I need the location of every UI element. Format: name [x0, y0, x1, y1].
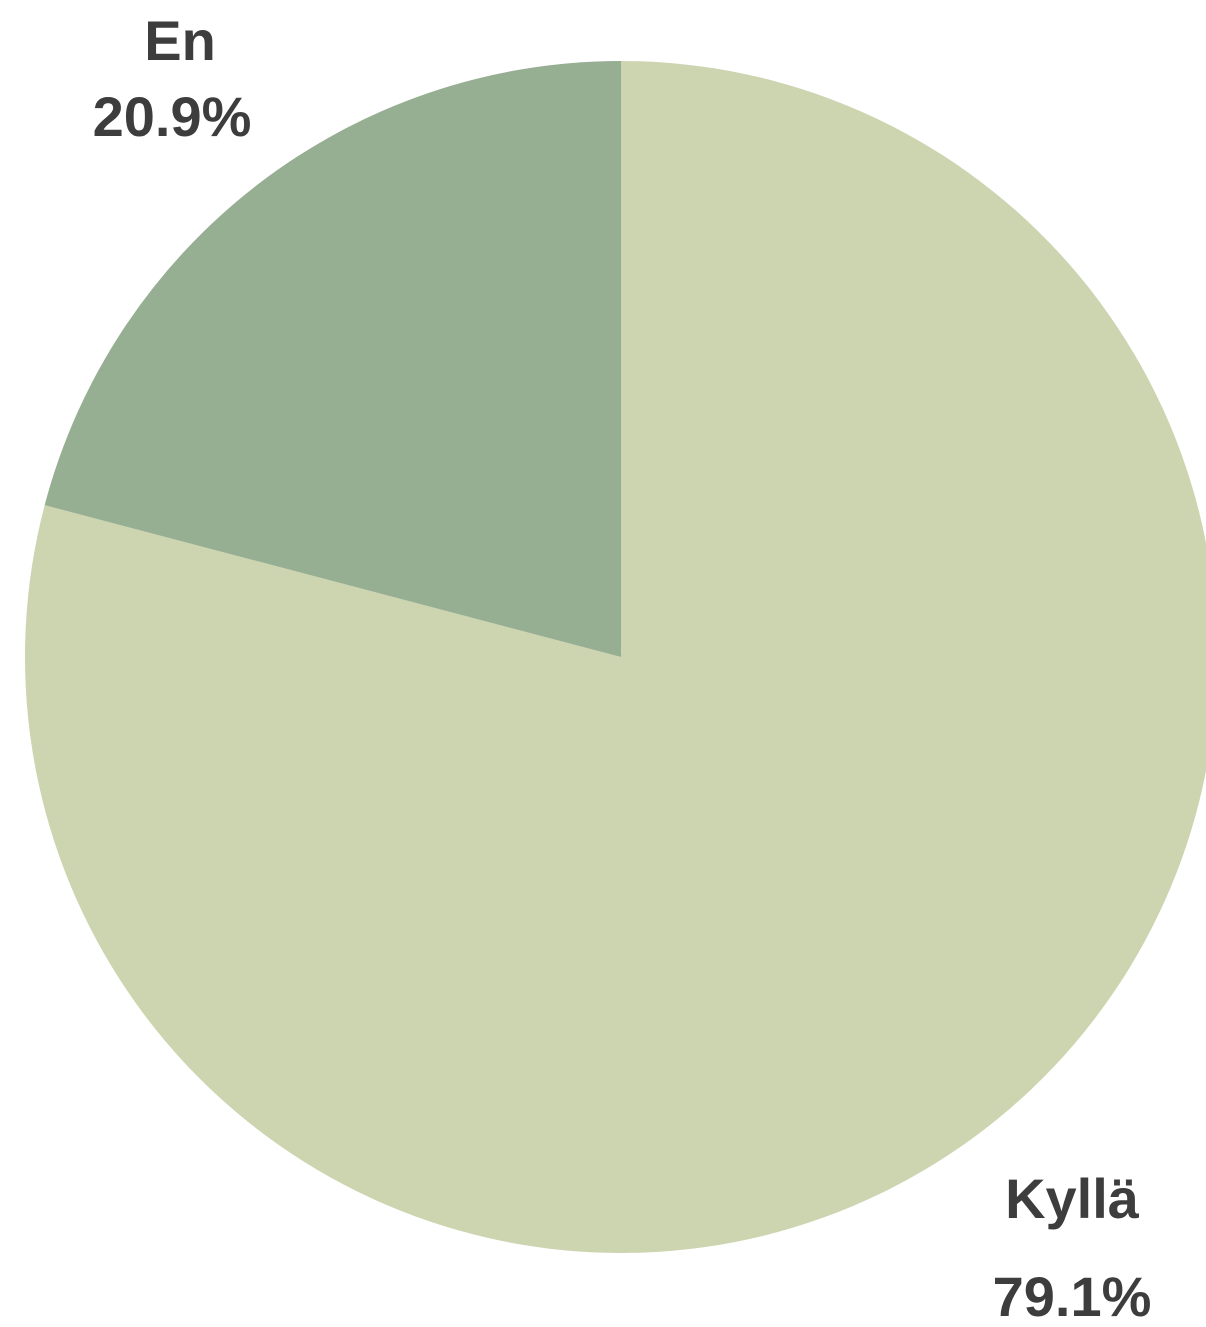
slice-percent-en: 20.9% [93, 85, 252, 148]
pie-slice-en [44, 61, 621, 657]
slice-label-kylla: Kyllä [1005, 1167, 1140, 1230]
pie-slice-kyll- [25, 61, 1206, 1253]
pie-slices [25, 61, 1206, 1253]
pie-labels: Kyllä 79.1% En 20.9% [93, 9, 1152, 1327]
slice-percent-kylla: 79.1% [993, 1265, 1152, 1322]
slice-label-en: En [144, 9, 216, 72]
